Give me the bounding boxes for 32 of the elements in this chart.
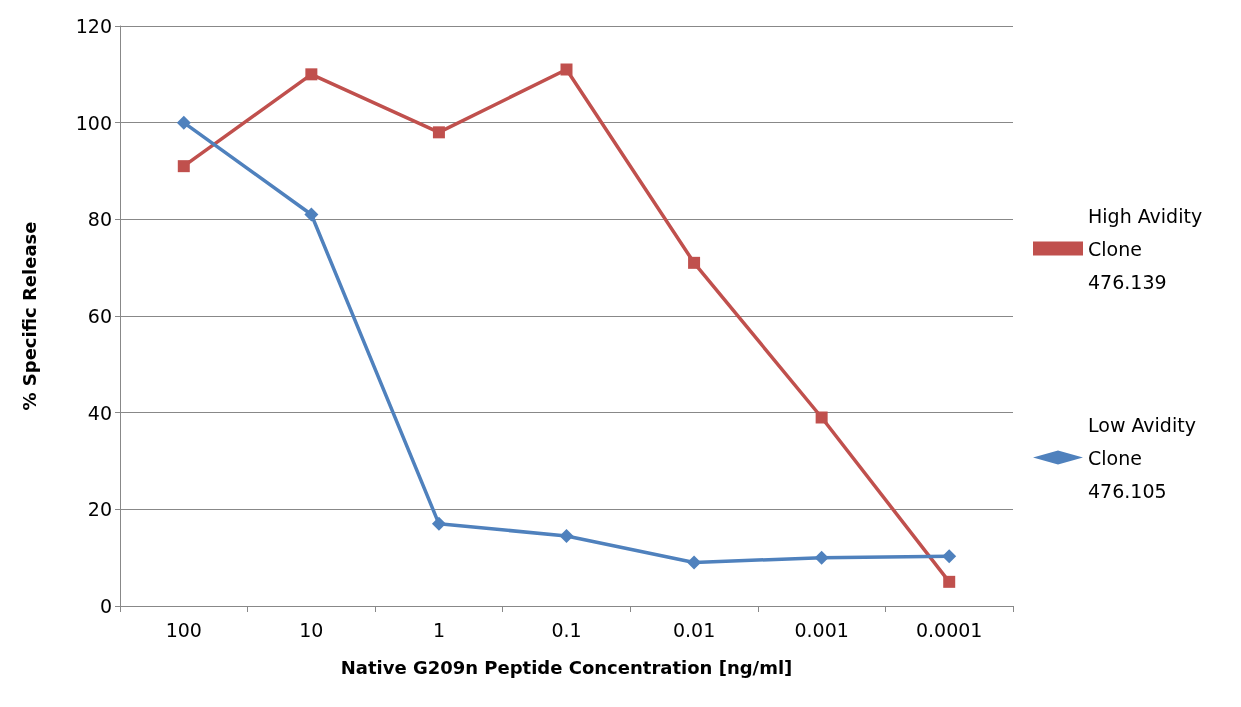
point [560,63,573,76]
y-axis-title: % Specific Release [18,221,40,411]
x-tick-label: 0.0001 [915,618,983,641]
point [687,555,702,570]
point [304,207,319,222]
point [943,575,956,588]
point [305,68,318,81]
x-tick-label: 100 [165,618,202,641]
legend-label: High Avidity Clone 476.139 [1088,204,1209,293]
point [942,549,957,564]
point [688,256,701,269]
point [559,528,574,543]
point [815,411,828,424]
x-tick-label: 10 [299,618,324,641]
y-tick-label: 0 [99,595,112,617]
point [177,160,190,173]
x-tick-label: 0.1 [551,618,582,641]
y-tick-label: 80 [87,208,112,231]
point [431,516,446,531]
point [814,550,829,565]
x-axis-title: Native G209n Peptide Concentration [ng/ml] [340,656,793,678]
point [176,115,191,130]
y-tick-label: 40 [87,401,112,424]
y-tick-label: 120 [75,15,112,37]
x-tick-label: 1 [432,618,445,641]
x-tick-label: 0.01 [672,618,716,641]
y-tick-label: 100 [75,111,112,134]
point [432,126,445,139]
legend-label: Low Avidity Clone 476.105 [1088,413,1202,502]
x-tick-label: 0.001 [794,618,849,641]
y-tick-label: 60 [87,305,112,327]
y-tick-label: 20 [87,498,112,521]
